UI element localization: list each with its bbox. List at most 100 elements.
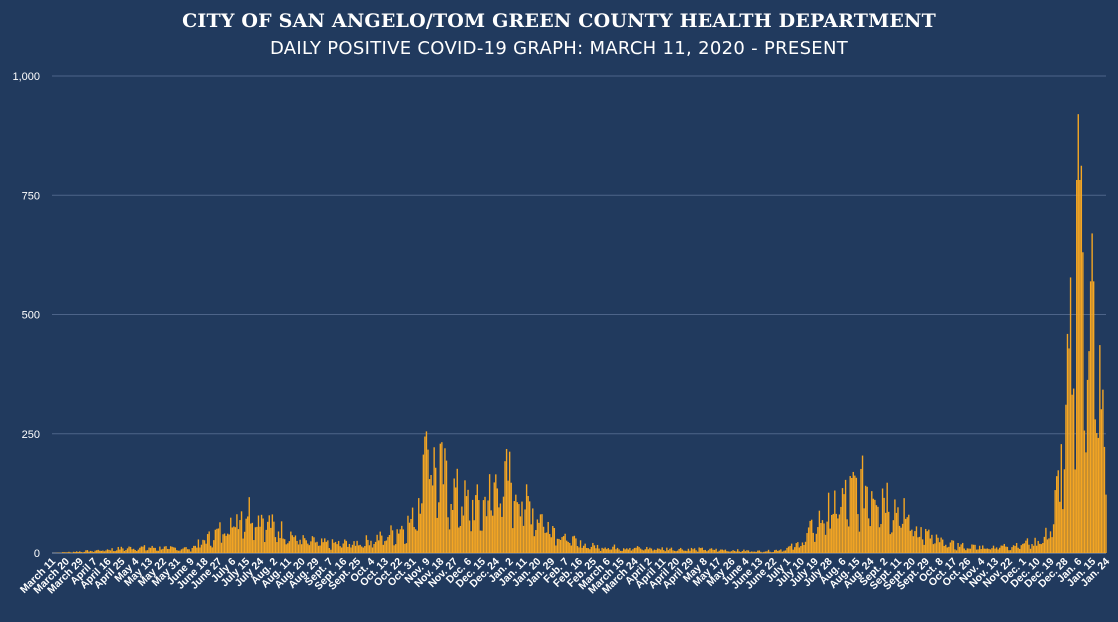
bar <box>675 551 677 553</box>
bar <box>794 547 796 553</box>
bar <box>122 548 124 553</box>
bar <box>985 548 987 553</box>
bar <box>1068 348 1070 553</box>
bar <box>750 551 753 553</box>
bar <box>88 551 90 553</box>
bar <box>683 550 685 553</box>
bar <box>373 544 375 553</box>
bar <box>274 537 277 553</box>
bar <box>733 550 736 553</box>
bar <box>928 529 930 553</box>
bar <box>285 544 287 553</box>
bar <box>297 544 300 553</box>
bar <box>946 547 948 553</box>
bar <box>619 550 622 553</box>
bar <box>69 552 72 553</box>
bar <box>464 480 466 553</box>
bar <box>515 494 517 553</box>
bar <box>153 547 155 553</box>
bar <box>396 529 398 553</box>
bar <box>746 550 748 553</box>
bar <box>995 547 998 553</box>
bar <box>512 528 514 553</box>
bar <box>664 551 666 553</box>
bar <box>253 540 255 553</box>
bar <box>790 543 793 553</box>
bar <box>763 551 765 553</box>
bar <box>513 501 515 553</box>
bar <box>79 551 81 553</box>
bar <box>701 547 703 553</box>
bar <box>359 544 361 553</box>
bar <box>470 531 472 553</box>
bar <box>89 550 92 553</box>
bar <box>95 550 98 553</box>
bar <box>903 498 905 553</box>
bar <box>883 497 885 553</box>
bar <box>741 551 744 553</box>
bar <box>937 537 939 553</box>
bar <box>622 548 625 553</box>
bar <box>898 525 901 553</box>
bar <box>251 522 254 553</box>
bar <box>498 507 500 553</box>
bar <box>459 525 462 553</box>
bar <box>91 551 93 553</box>
bar <box>391 530 394 553</box>
bar <box>228 534 230 553</box>
bar <box>801 542 804 553</box>
bar <box>168 549 170 553</box>
bar <box>1009 550 1012 553</box>
bar <box>601 547 603 553</box>
bar <box>325 541 327 553</box>
bar <box>832 513 834 553</box>
bar <box>721 549 723 553</box>
bar <box>287 543 289 553</box>
bar <box>134 549 136 553</box>
bar <box>72 551 75 553</box>
bar <box>952 540 955 553</box>
bar <box>1012 545 1015 553</box>
bar <box>291 535 294 553</box>
bar <box>692 549 694 553</box>
bar <box>925 528 927 553</box>
bar <box>376 534 378 553</box>
bar <box>655 550 657 553</box>
bar <box>220 542 223 553</box>
bar <box>934 543 936 553</box>
bar <box>250 523 252 553</box>
bar <box>120 546 123 553</box>
bar <box>377 540 380 553</box>
bar <box>737 549 739 553</box>
bar <box>1014 545 1016 553</box>
bar <box>496 488 499 553</box>
bar <box>659 549 662 553</box>
bar <box>256 526 258 553</box>
bar <box>536 519 539 553</box>
bar <box>299 539 301 553</box>
bar <box>968 548 970 553</box>
bar <box>319 545 321 553</box>
bar <box>686 550 688 553</box>
bar <box>398 533 400 553</box>
bar <box>283 539 286 553</box>
bar <box>177 550 180 553</box>
bar <box>803 544 805 553</box>
bar <box>632 549 634 553</box>
bar <box>510 482 512 553</box>
bar <box>1065 404 1067 553</box>
bar <box>357 545 360 553</box>
bar <box>330 549 332 553</box>
bar <box>387 537 389 553</box>
bar <box>920 527 922 553</box>
bar <box>140 546 143 553</box>
bar <box>277 531 280 553</box>
bar <box>80 552 82 553</box>
bar <box>743 549 745 553</box>
bar <box>888 511 890 553</box>
bar <box>829 528 831 553</box>
bar <box>877 506 879 553</box>
bar <box>208 531 210 553</box>
bar <box>917 537 919 553</box>
bar <box>435 467 437 553</box>
